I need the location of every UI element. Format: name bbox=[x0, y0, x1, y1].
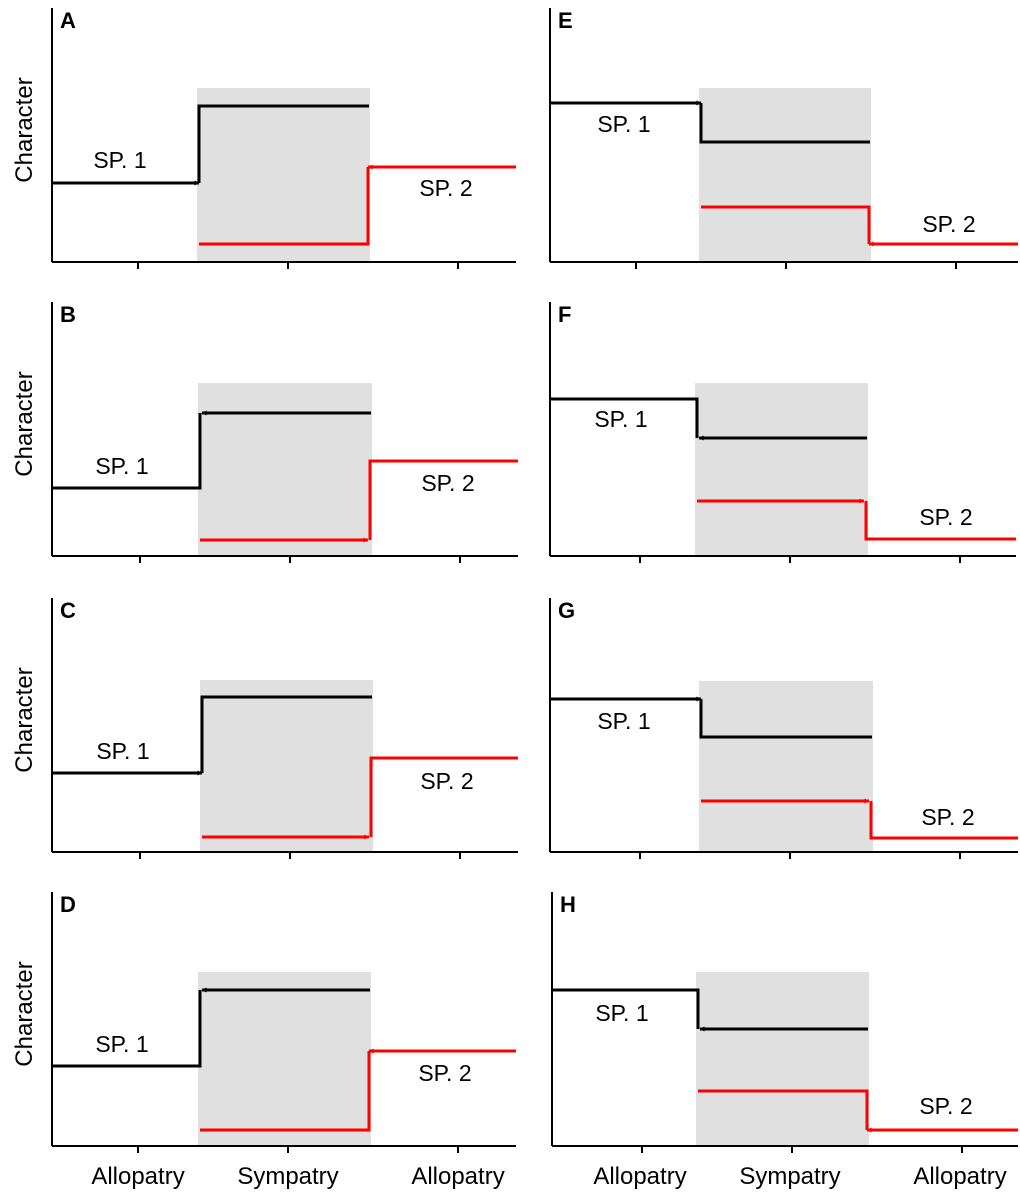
sp2-trajectory bbox=[202, 756, 518, 840]
sympatry-zone bbox=[198, 383, 372, 556]
sp1-trajectory bbox=[550, 100, 870, 144]
sp1-allopatric-line bbox=[550, 397, 699, 438]
sp2-allopatric-line bbox=[368, 459, 518, 540]
sp1-label: SP. 1 bbox=[597, 111, 650, 137]
sp2-label: SP. 2 bbox=[418, 1060, 471, 1086]
sp1-allopatric-line bbox=[52, 990, 202, 1068]
panel-letter: A bbox=[60, 8, 76, 33]
x-label-left-sympatry: Sympatry bbox=[237, 1163, 338, 1190]
x-label-right-sympatry: Sympatry bbox=[739, 1163, 840, 1190]
panel-letter: B bbox=[60, 302, 76, 327]
y-axis-label: Character bbox=[11, 77, 38, 182]
sp2-allopatric-line bbox=[864, 501, 1016, 541]
sp1-label: SP. 1 bbox=[96, 738, 149, 764]
sp2-label: SP. 2 bbox=[919, 504, 972, 530]
sympatry-zone bbox=[699, 88, 871, 262]
sp2-trajectory bbox=[697, 498, 1016, 541]
sp1-label: SP. 1 bbox=[595, 1000, 648, 1026]
sp2-sympatric-line bbox=[698, 1089, 869, 1130]
sp2-trajectory bbox=[200, 459, 518, 543]
panel-letter: F bbox=[558, 302, 571, 327]
panel-letter: H bbox=[560, 892, 576, 917]
sp2-sympatric-line bbox=[200, 1051, 371, 1132]
panel-d: SP. 1 SP. 2 D Character bbox=[11, 892, 516, 1153]
sp1-sympatric-line bbox=[197, 104, 369, 183]
sympatry-zone bbox=[699, 681, 873, 852]
y-axis-label: Character bbox=[11, 371, 38, 476]
sp2-label: SP. 2 bbox=[922, 211, 975, 237]
sp1-trajectory bbox=[550, 696, 872, 739]
sp2-trajectory bbox=[701, 798, 1018, 840]
sp1-label: SP. 1 bbox=[95, 1031, 148, 1057]
sp1-trajectory bbox=[552, 988, 868, 1032]
sp2-allopatric-line bbox=[869, 801, 1018, 840]
sp1-sympatric-line bbox=[699, 103, 870, 144]
sp1-allopatric-line bbox=[52, 413, 202, 490]
sp2-allopatric-line bbox=[369, 756, 518, 837]
x-label-right-allopatry-1: Allopatry bbox=[593, 1163, 686, 1190]
sp1-label: SP. 1 bbox=[597, 708, 650, 734]
panel-letter: G bbox=[558, 598, 575, 623]
y-axis-label: Character bbox=[11, 961, 38, 1066]
sp2-trajectory bbox=[199, 164, 516, 246]
sp1-label: SP. 1 bbox=[93, 147, 146, 173]
sp2-label: SP. 2 bbox=[421, 470, 474, 496]
sp2-label: SP. 2 bbox=[419, 175, 472, 201]
sp1-sympatric-line bbox=[200, 695, 372, 773]
sp2-trajectory bbox=[200, 1048, 516, 1132]
y-axis-label: Character bbox=[11, 667, 38, 772]
sp2-trajectory bbox=[701, 205, 1018, 247]
x-label-right-allopatry-2: Allopatry bbox=[913, 1163, 1006, 1190]
sp1-label: SP. 1 bbox=[95, 453, 148, 479]
sympatry-zone bbox=[197, 88, 370, 262]
sympatry-zone bbox=[696, 972, 869, 1146]
panel-b: SP. 1 SP. 2 B Character bbox=[11, 302, 518, 563]
panel-e: SP. 1 SP. 2 E bbox=[549, 8, 1018, 269]
x-label-left-allopatry-1: Allopatry bbox=[91, 1163, 184, 1190]
sp2-label: SP. 2 bbox=[919, 1093, 972, 1119]
panel-f: SP. 1 SP. 2 F bbox=[549, 302, 1016, 563]
panel-letter: C bbox=[60, 598, 76, 623]
panel-a: SP. 1 SP. 2 A Character bbox=[11, 8, 516, 269]
sympatry-zone bbox=[198, 972, 371, 1146]
sp1-trajectory bbox=[52, 104, 369, 186]
panel-letter: D bbox=[60, 892, 76, 917]
sp2-label: SP. 2 bbox=[420, 768, 473, 794]
sp1-label: SP. 1 bbox=[594, 406, 647, 432]
sp1-trajectory bbox=[52, 410, 371, 490]
sp1-trajectory bbox=[550, 397, 867, 441]
sp1-sympatric-line bbox=[699, 699, 872, 739]
x-label-left-allopatry-2: Allopatry bbox=[411, 1163, 504, 1190]
sp2-sympatric-line bbox=[199, 167, 370, 246]
sympatry-zone bbox=[200, 680, 373, 852]
sp1-trajectory bbox=[52, 695, 372, 776]
sp1-allopatric-line bbox=[552, 988, 700, 1029]
sp1-trajectory bbox=[52, 987, 370, 1068]
sp2-label: SP. 2 bbox=[921, 804, 974, 830]
sympatry-zone bbox=[695, 383, 868, 556]
panel-c: SP. 1 SP. 2 C Character bbox=[11, 598, 518, 859]
panel-g: SP. 1 SP. 2 G bbox=[549, 598, 1018, 859]
sp2-trajectory bbox=[698, 1089, 1018, 1133]
panel-letter: E bbox=[558, 8, 573, 33]
sp2-sympatric-line bbox=[701, 205, 871, 244]
panel-h: SP. 1 SP. 2 H bbox=[551, 892, 1018, 1153]
